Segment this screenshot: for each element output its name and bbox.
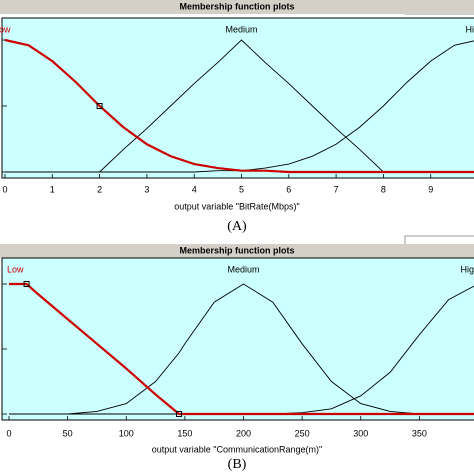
x-tick-label: 9 <box>428 184 433 194</box>
x-axis-label: output variable "BitRate(Mbps)" <box>174 201 299 211</box>
x-tick-label: 50 <box>63 428 73 438</box>
x-tick-label: 250 <box>295 428 310 438</box>
x-tick-label: 0 <box>6 428 11 438</box>
curve-handle <box>176 411 183 417</box>
x-tick-label: 150 <box>177 428 192 438</box>
x-tick-label: 350 <box>412 428 427 438</box>
x-tick-label: 300 <box>353 428 368 438</box>
caption: (A) <box>227 219 247 234</box>
curve-handle <box>96 103 103 109</box>
x-tick-label: 2 <box>97 184 102 194</box>
caption: (B) <box>228 457 247 472</box>
title-bar <box>0 244 474 258</box>
x-tick-label: 6 <box>286 184 291 194</box>
x-tick-label: 1 <box>50 184 55 194</box>
chart-title: Membership function plots <box>179 1 294 11</box>
x-tick-label: 4 <box>192 184 197 194</box>
membership-curve <box>4 38 474 174</box>
plot-area <box>1 257 474 421</box>
title-bar <box>0 0 474 14</box>
plot-area <box>1 17 474 179</box>
x-tick-label: 8 <box>381 184 386 194</box>
curve-label: Low <box>7 264 24 274</box>
curve-handle <box>23 281 30 287</box>
x-tick-label: 7 <box>334 184 339 194</box>
x-tick-label: 5 <box>239 184 244 194</box>
curve-label: ow <box>0 24 11 34</box>
x-tick-label: 100 <box>119 428 134 438</box>
x-tick-label: 200 <box>236 428 251 438</box>
membership-curve <box>9 282 474 416</box>
curve-label: Medium <box>225 24 257 34</box>
curve-label: Hig <box>460 264 474 274</box>
x-tick-label: 3 <box>144 184 149 194</box>
x-tick-label: 0 <box>2 184 7 194</box>
curve-label: Medium <box>227 264 259 274</box>
curve-label: Hi <box>466 24 474 34</box>
chart-title: Membership function plots <box>179 245 294 255</box>
x-axis-label: output variable "CommunicationRange(m)" <box>152 444 322 454</box>
